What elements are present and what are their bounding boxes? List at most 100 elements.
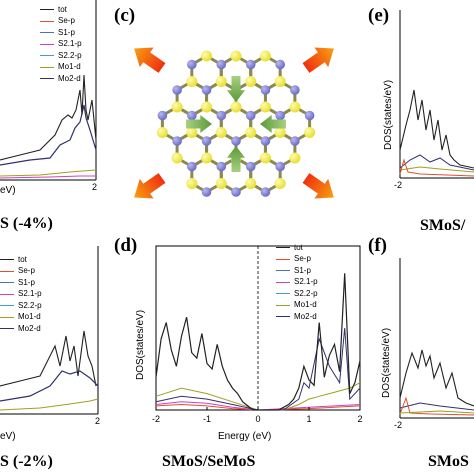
panel-f-plot: [399, 258, 474, 419]
top-left-x-tick: 2: [92, 182, 98, 192]
sulfur-atom: [215, 178, 227, 189]
strain-arrow-out-icon: [134, 173, 166, 199]
panel-e-dos: DOS(states/eV) -2: [360, 0, 474, 200]
caption-top-left: S (-4%): [0, 215, 53, 232]
sulfur-atom: [259, 101, 271, 113]
sulfur-atom: [230, 101, 242, 113]
panel-d-dos: -2 -1 0 1 2 tot Se-p S1-p S2.1-p S2.2-p Mo1-…: [136, 240, 368, 450]
legend-item: S2.2-p: [276, 288, 318, 300]
strain-arrow-in-icon: [260, 115, 286, 133]
molybdenum-atom: [216, 110, 227, 121]
panel-label-d: (d): [114, 235, 138, 256]
x-tick-label: -1: [203, 414, 211, 424]
sulfur-atom: [201, 152, 213, 164]
panel-e-mo2-line: [399, 154, 474, 171]
panel-bottom-left-dos: tot Se-p S1-p S2.1-p S2.2-p Mo1-d Mo2-d …: [0, 236, 110, 446]
legend-item: Mo1-d: [0, 312, 42, 324]
molybdenum-atom: [290, 85, 300, 95]
panel-f-tot-line: [399, 349, 474, 407]
bottom-left-xlabel-partial: eV): [0, 431, 16, 442]
legend-item: S1-p: [0, 277, 42, 289]
legend-item: S2.1-p: [40, 39, 82, 51]
molybdenum-atom: [172, 136, 182, 146]
sulfur-atom: [245, 127, 257, 138]
top-left-mo1-line: [0, 169, 97, 177]
molybdenum-atom: [187, 59, 197, 70]
strain-arrow-out-icon: [134, 47, 166, 73]
panel-label-c: (c): [114, 5, 136, 26]
legend-item: Se-p: [0, 266, 42, 278]
sulfur-atom: [186, 127, 198, 138]
molybdenum-atom: [245, 161, 256, 172]
molybdenum-atom: [187, 161, 197, 172]
sulfur-atom: [274, 76, 286, 87]
strain-arrow-in-icon: [227, 146, 245, 172]
series-line-mo2-d: [155, 327, 361, 411]
legend-item: Mo2-d: [276, 311, 318, 323]
legend-item: Mo2-d: [40, 73, 82, 85]
sulfur-atom: [274, 178, 286, 189]
x-tick-label: 0: [255, 414, 260, 424]
series-line-se-p: [155, 403, 361, 411]
molybdenum-atom: [187, 110, 197, 121]
sulfur-atom: [259, 152, 271, 164]
molybdenum-atom: [245, 110, 256, 121]
legend-item: tot: [40, 4, 82, 16]
molybdenum-atom: [172, 85, 182, 95]
molybdenum-atom: [157, 110, 168, 121]
caption-bottom-left: S (-2%): [0, 453, 53, 470]
sulfur-atom: [171, 101, 183, 113]
bottom-left-x-tick: 2: [95, 416, 101, 426]
caption-bottom-mid: SMoS/SeMoS: [162, 453, 256, 470]
bottom-left-tot-line: [0, 330, 97, 387]
sulfur-atom: [259, 50, 271, 62]
strain-arrow-out-icon: [302, 173, 334, 199]
sulfur-atom: [304, 127, 316, 138]
top-left-s21-line: [0, 175, 96, 179]
molybdenum-atom: [275, 110, 285, 121]
panel-d-ylabel: DOS(states/eV): [136, 309, 146, 380]
sulfur-atom: [215, 76, 227, 87]
panel-f-mo2-line: [399, 402, 474, 411]
bottom-left-legend: tot Se-p S1-p S2.1-p S2.2-p Mo1-d Mo2-d: [0, 254, 42, 335]
sulfur-atom: [201, 101, 213, 113]
bottom-left-mo1-line: [0, 398, 99, 411]
legend-item: Mo1-d: [40, 62, 82, 74]
panel-e-tot-line: [399, 89, 474, 169]
panel-e-plot: [399, 10, 474, 179]
legend-item: S1-p: [40, 27, 82, 39]
series-line-mo1-d: [155, 382, 361, 411]
panel-f-ylabel: DOS(states/eV): [381, 327, 392, 398]
panel-top-left-dos: tot Se-p S1-p S2.1-p S2.2-p Mo1-d Mo2-d …: [0, 0, 110, 200]
panel-e-mo1-line: [399, 166, 474, 173]
crystal-structure: [134, 47, 334, 199]
panel-label-e: (e): [368, 5, 390, 26]
panel-d-xlabel: Energy (eV): [218, 431, 272, 442]
series-line-s21-p: [155, 401, 361, 411]
panel-d-plot: -2 -1 0 1 2: [152, 245, 363, 424]
sulfur-atom: [201, 50, 213, 62]
panel-c-structure: [110, 28, 360, 220]
top-left-mo2-line: [0, 104, 97, 166]
strain-arrow-in-icon: [186, 115, 212, 133]
sulfur-atom: [289, 152, 301, 164]
legend-item: tot: [276, 242, 318, 254]
molybdenum-atom: [201, 136, 212, 146]
sulfur-atom: [186, 76, 198, 87]
legend-item: S2.2-p: [0, 300, 42, 312]
x-tick-label: -2: [152, 414, 160, 424]
panel-f-dos: DOS(states/eV) -2: [370, 258, 474, 448]
legend-item: S2.1-p: [0, 289, 42, 301]
top-left-plot: [0, 0, 97, 181]
bottom-left-plot: [0, 246, 99, 415]
molybdenum-atom: [216, 161, 227, 172]
molybdenum-atom: [290, 136, 300, 146]
panel-e-sep-line: [399, 158, 474, 177]
sulfur-atom: [274, 127, 286, 138]
panel-f-x-tick: -2: [394, 420, 403, 430]
molybdenum-atom: [216, 59, 227, 70]
molybdenum-atom: [260, 187, 271, 197]
top-left-xlabel-partial: eV): [0, 185, 16, 196]
panel-f-mo1-line: [399, 410, 474, 414]
sulfur-atom: [289, 101, 301, 113]
